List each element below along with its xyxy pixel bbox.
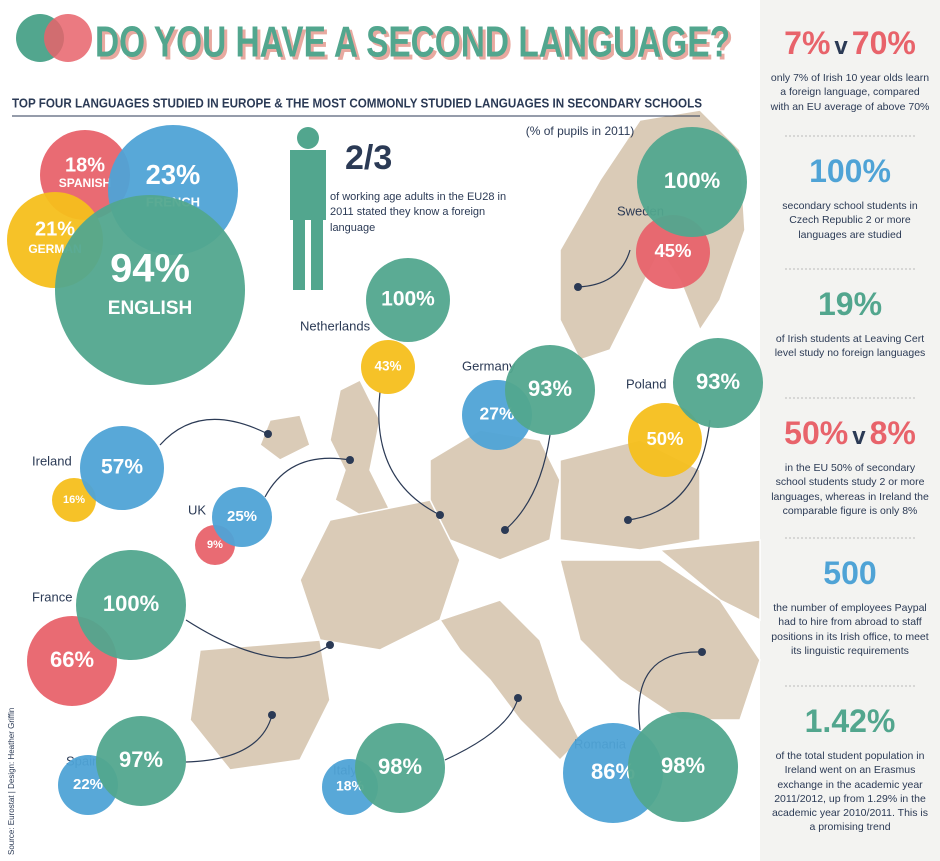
fact: 100% secondary school students in Czech R… — [770, 150, 930, 242]
language-pct: 94% — [110, 247, 190, 291]
connectors — [159, 249, 711, 763]
country-name: Ireland — [32, 453, 72, 468]
country-pct: 100% — [103, 591, 159, 616]
country-bubble — [628, 403, 702, 477]
country-bubble — [355, 723, 445, 813]
country-pct: 93% — [528, 376, 572, 401]
country-bubble — [80, 426, 164, 510]
title: DO YOU HAVE A SECOND LANGUAGE? — [95, 18, 730, 67]
fact-text: only 7% of Irish 10 year olds learn a fo… — [770, 72, 930, 113]
fact-text: in the EU 50% of secondary school studen… — [771, 462, 929, 517]
country-pct: 98% — [661, 753, 705, 778]
language-pct: 23% — [146, 159, 201, 190]
fact-headline: 1.42% — [770, 700, 930, 743]
title-shadow: DO YOU HAVE A SECOND LANGUAGE? — [98, 21, 733, 70]
headline-part: 100% — [809, 153, 891, 189]
logo — [16, 14, 92, 62]
language-pct: 18% — [65, 154, 105, 176]
fact: 19% of Irish students at Leaving Cert lev… — [770, 283, 930, 361]
sidebar-bg — [760, 0, 940, 861]
country-pct: 98% — [378, 754, 422, 779]
headline-part: 1.42% — [804, 703, 896, 739]
country-bubble — [212, 487, 272, 547]
headline-part: 7% — [784, 25, 831, 61]
country-pct: 25% — [227, 508, 257, 525]
language-name: ENGLISH — [108, 298, 192, 319]
fact-text: secondary school students in Czech Repub… — [782, 200, 918, 241]
country-pct: 66% — [50, 647, 94, 672]
fact: 50% v 8% in the EU 50% of secondary school … — [770, 412, 930, 518]
country-name: Poland — [626, 376, 666, 391]
headline-part: v — [834, 33, 848, 60]
country-bubble — [76, 550, 186, 660]
fact: 7% v 70% only 7% of Irish 10 year olds lear… — [770, 22, 930, 114]
language-pct: 21% — [35, 219, 75, 241]
language-name: SPANISH — [59, 176, 111, 190]
fact-headline: 50% v 8% — [770, 412, 930, 455]
map-dots — [264, 283, 706, 719]
fact-headline: 7% v 70% — [770, 22, 930, 65]
country-name: UK — [188, 502, 206, 517]
subtitle: TOP FOUR LANGUAGES STUDIED IN EUROPE & T… — [12, 95, 702, 110]
note: (% of pupils in 2011) — [526, 124, 635, 138]
country-name: Germany — [462, 358, 516, 373]
fact-headline: 100% — [770, 150, 930, 193]
adults-text: of working age adults in the EU28 in 201… — [330, 191, 507, 234]
country-pct: 97% — [119, 747, 163, 772]
fact-text: of Irish students at Leaving Cert level … — [774, 333, 926, 360]
fact: 500 the number of employees Paypal had to… — [770, 552, 930, 658]
country-bubble — [52, 478, 96, 522]
source: Source: Eurostat | Design: Heather Griff… — [7, 708, 16, 855]
country-bubble — [637, 127, 747, 237]
headline-part: 19% — [817, 286, 883, 322]
headline-part: v — [852, 423, 866, 450]
country-pct: 100% — [664, 168, 720, 193]
country-bubble — [505, 345, 595, 435]
language-bubble — [55, 195, 245, 385]
country-pct: 50% — [646, 428, 683, 449]
country-bubble — [96, 716, 186, 806]
country-pct: 45% — [654, 240, 691, 261]
country-pct: 16% — [63, 494, 85, 506]
fact-text: the number of employees Paypal had to hi… — [771, 602, 929, 657]
country-bubble — [366, 258, 450, 342]
adults-fraction: 2/3 — [345, 139, 392, 177]
country-pct: 9% — [207, 539, 223, 551]
country-name: France — [32, 589, 72, 604]
country-pct: 57% — [101, 456, 143, 479]
country-pct: 100% — [381, 288, 435, 311]
fact-text: of the total student population in Irela… — [771, 750, 929, 834]
headline-part: 500 — [823, 555, 877, 591]
country-pct: 27% — [479, 404, 514, 424]
headline-part: 8% — [869, 415, 916, 451]
headline-part: 50% — [784, 415, 849, 451]
fact-headline: 500 — [770, 552, 930, 595]
headline-part: 70% — [851, 25, 916, 61]
country-bubble — [673, 338, 763, 428]
europe-map — [189, 109, 761, 771]
country-pct: 22% — [73, 776, 103, 793]
fact: 1.42% of the total student population in … — [770, 700, 930, 834]
person-icon — [290, 127, 326, 290]
country-bubble — [628, 712, 738, 822]
fact-headline: 19% — [770, 283, 930, 326]
country-pct: 93% — [696, 369, 740, 394]
country-name: Netherlands — [300, 318, 371, 333]
country-bubble — [361, 340, 415, 394]
country-pct: 86% — [591, 759, 635, 784]
country-pct: 43% — [374, 359, 401, 374]
